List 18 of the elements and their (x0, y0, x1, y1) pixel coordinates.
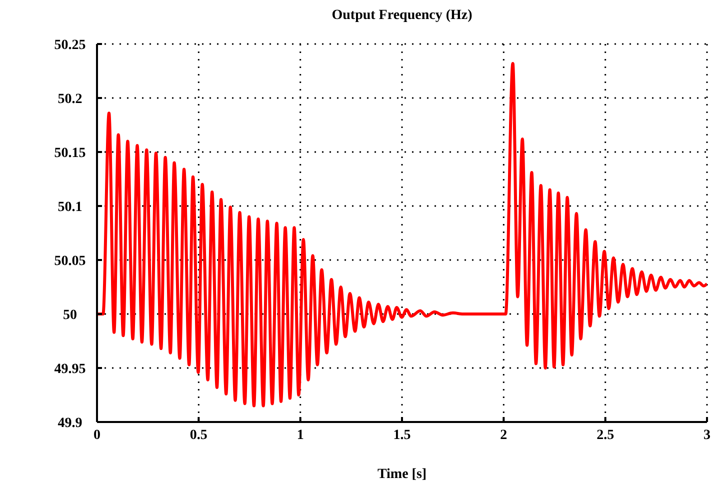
y-tick-label: 50.2 (58, 92, 82, 107)
line-series (97, 62, 707, 408)
y-tick-label: 49.9 (58, 416, 82, 431)
x-tick-label: 1 (296, 428, 304, 443)
x-tick-label: 2 (500, 428, 508, 443)
x-tick-label: 0 (94, 428, 100, 443)
chart-title: Output Frequency (Hz) (330, 8, 474, 24)
y-tick-label: 50.1 (58, 200, 82, 215)
y-tick-label: 50.05 (54, 254, 86, 269)
y-tick-label: 49.95 (54, 362, 86, 377)
x-tick-label: 3 (704, 428, 710, 443)
y-tick-label: 50.15 (54, 146, 86, 161)
y-tick-label: 50 (63, 308, 77, 323)
y-tick-label: 50.25 (54, 38, 86, 53)
x-tick-label: 2.5 (596, 428, 614, 443)
x-tick-label: 1.5 (393, 428, 411, 443)
x-tick-label: 0.5 (190, 428, 208, 443)
x-axis-title: Time [s] (377, 466, 427, 482)
